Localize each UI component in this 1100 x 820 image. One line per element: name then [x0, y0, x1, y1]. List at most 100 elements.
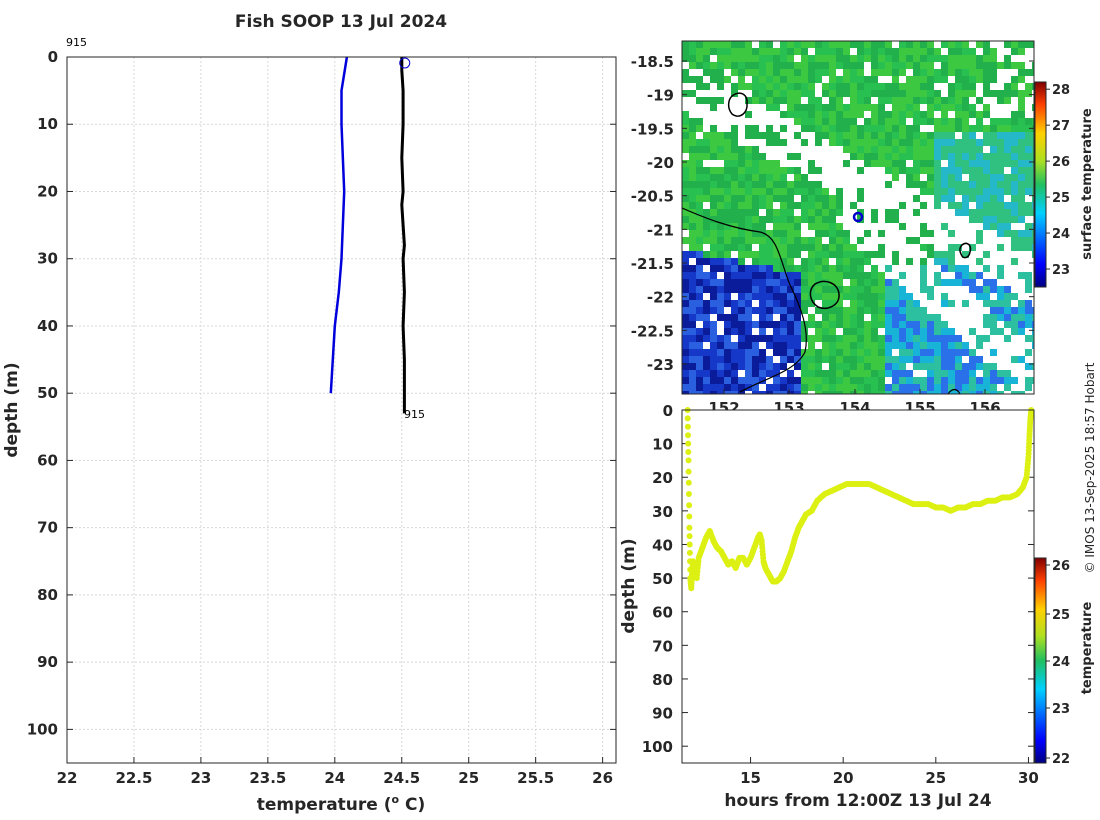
- sst-cell: [857, 370, 864, 377]
- sst-cell: [920, 153, 927, 160]
- sst-cell: [976, 314, 983, 321]
- sst-cell: [969, 188, 976, 195]
- sst-cell: [696, 62, 703, 69]
- sst-cell: [787, 251, 794, 258]
- sst-cell: [801, 265, 808, 272]
- sst-cell: [920, 160, 927, 167]
- sst-cell: [969, 97, 976, 104]
- sst-cell: [969, 125, 976, 132]
- sst-cell: [773, 188, 780, 195]
- sst-cell: [955, 286, 962, 293]
- sst-cell: [969, 258, 976, 265]
- sst-cell: [948, 342, 955, 349]
- sst-cell: [794, 370, 801, 377]
- sst-cell: [1025, 167, 1032, 174]
- sst-cell: [766, 174, 773, 181]
- sst-cell: [871, 237, 878, 244]
- sst-cell: [920, 76, 927, 83]
- sst-cell: [969, 69, 976, 76]
- sst-cell: [1025, 230, 1032, 237]
- sst-cell: [1004, 356, 1011, 363]
- sst-cell: [731, 328, 738, 335]
- sst-cell: [801, 104, 808, 111]
- sst-cell: [892, 321, 899, 328]
- sst-cell: [745, 195, 752, 202]
- sst-cell: [969, 160, 976, 167]
- sst-cell: [766, 146, 773, 153]
- sst-cell: [899, 132, 906, 139]
- sst-cell: [738, 349, 745, 356]
- sst-cell: [808, 265, 815, 272]
- sst-cell: [696, 97, 703, 104]
- sst-cell: [710, 41, 717, 48]
- sst-colorbar-tick-label: 28: [1052, 83, 1070, 98]
- sst-cell: [990, 83, 997, 90]
- sst-cell: [745, 335, 752, 342]
- sst-cell: [878, 237, 885, 244]
- sst-cell: [955, 328, 962, 335]
- sst-cell: [1032, 321, 1034, 328]
- map-y-tick-label: -19.5: [631, 120, 674, 138]
- sst-cell: [1018, 272, 1025, 279]
- sst-cell: [906, 41, 913, 48]
- sst-cell: [990, 244, 997, 251]
- sst-cell: [934, 223, 941, 230]
- sst-cell: [857, 307, 864, 314]
- sst-cell: [983, 384, 990, 391]
- sst-cell: [976, 195, 983, 202]
- sst-cell: [745, 111, 752, 118]
- sst-cell: [962, 335, 969, 342]
- sst-cell: [962, 272, 969, 279]
- sst-cell: [717, 90, 724, 97]
- sst-cell: [808, 83, 815, 90]
- sst-cell: [815, 391, 822, 394]
- sst-cell: [913, 258, 920, 265]
- sst-cell: [969, 265, 976, 272]
- sst-cell: [1018, 111, 1025, 118]
- sst-cell: [801, 62, 808, 69]
- sst-cell: [941, 41, 948, 48]
- sst-cell: [759, 97, 766, 104]
- sst-cell: [787, 174, 794, 181]
- sst-cell: [1011, 90, 1018, 97]
- sst-cell: [857, 384, 864, 391]
- sst-cell: [962, 83, 969, 90]
- sst-cell: [1025, 272, 1032, 279]
- sst-cell: [941, 139, 948, 146]
- sst-cell: [906, 202, 913, 209]
- sst-cell: [920, 48, 927, 55]
- sst-cell: [717, 300, 724, 307]
- sst-cell: [724, 300, 731, 307]
- sst-cell: [948, 104, 955, 111]
- sst-cell: [1011, 132, 1018, 139]
- sst-cell: [850, 132, 857, 139]
- sst-cell: [1032, 83, 1034, 90]
- sst-cell: [717, 160, 724, 167]
- sst-cell: [948, 97, 955, 104]
- sst-cell: [1025, 97, 1032, 104]
- sst-cell: [773, 76, 780, 83]
- sst-cell: [689, 363, 696, 370]
- sst-cell: [696, 300, 703, 307]
- sst-cell: [983, 349, 990, 356]
- sst-cell: [773, 335, 780, 342]
- sst-cell: [920, 258, 927, 265]
- sst-cell: [773, 125, 780, 132]
- sst-cell: [696, 258, 703, 265]
- sst-cell: [829, 153, 836, 160]
- sst-cell: [1018, 160, 1025, 167]
- sst-cell: [738, 83, 745, 90]
- sst-cell: [1025, 258, 1032, 265]
- sst-cell: [997, 272, 1004, 279]
- sst-cell: [689, 377, 696, 384]
- sst-cell: [780, 174, 787, 181]
- sst-cell: [1032, 97, 1034, 104]
- sst-cell: [955, 132, 962, 139]
- sst-cell: [738, 321, 745, 328]
- sst-cell: [906, 160, 913, 167]
- sst-cell: [885, 349, 892, 356]
- sst-cell: [899, 188, 906, 195]
- sst-cell: [997, 69, 1004, 76]
- sst-cell: [689, 62, 696, 69]
- sst-cell: [948, 314, 955, 321]
